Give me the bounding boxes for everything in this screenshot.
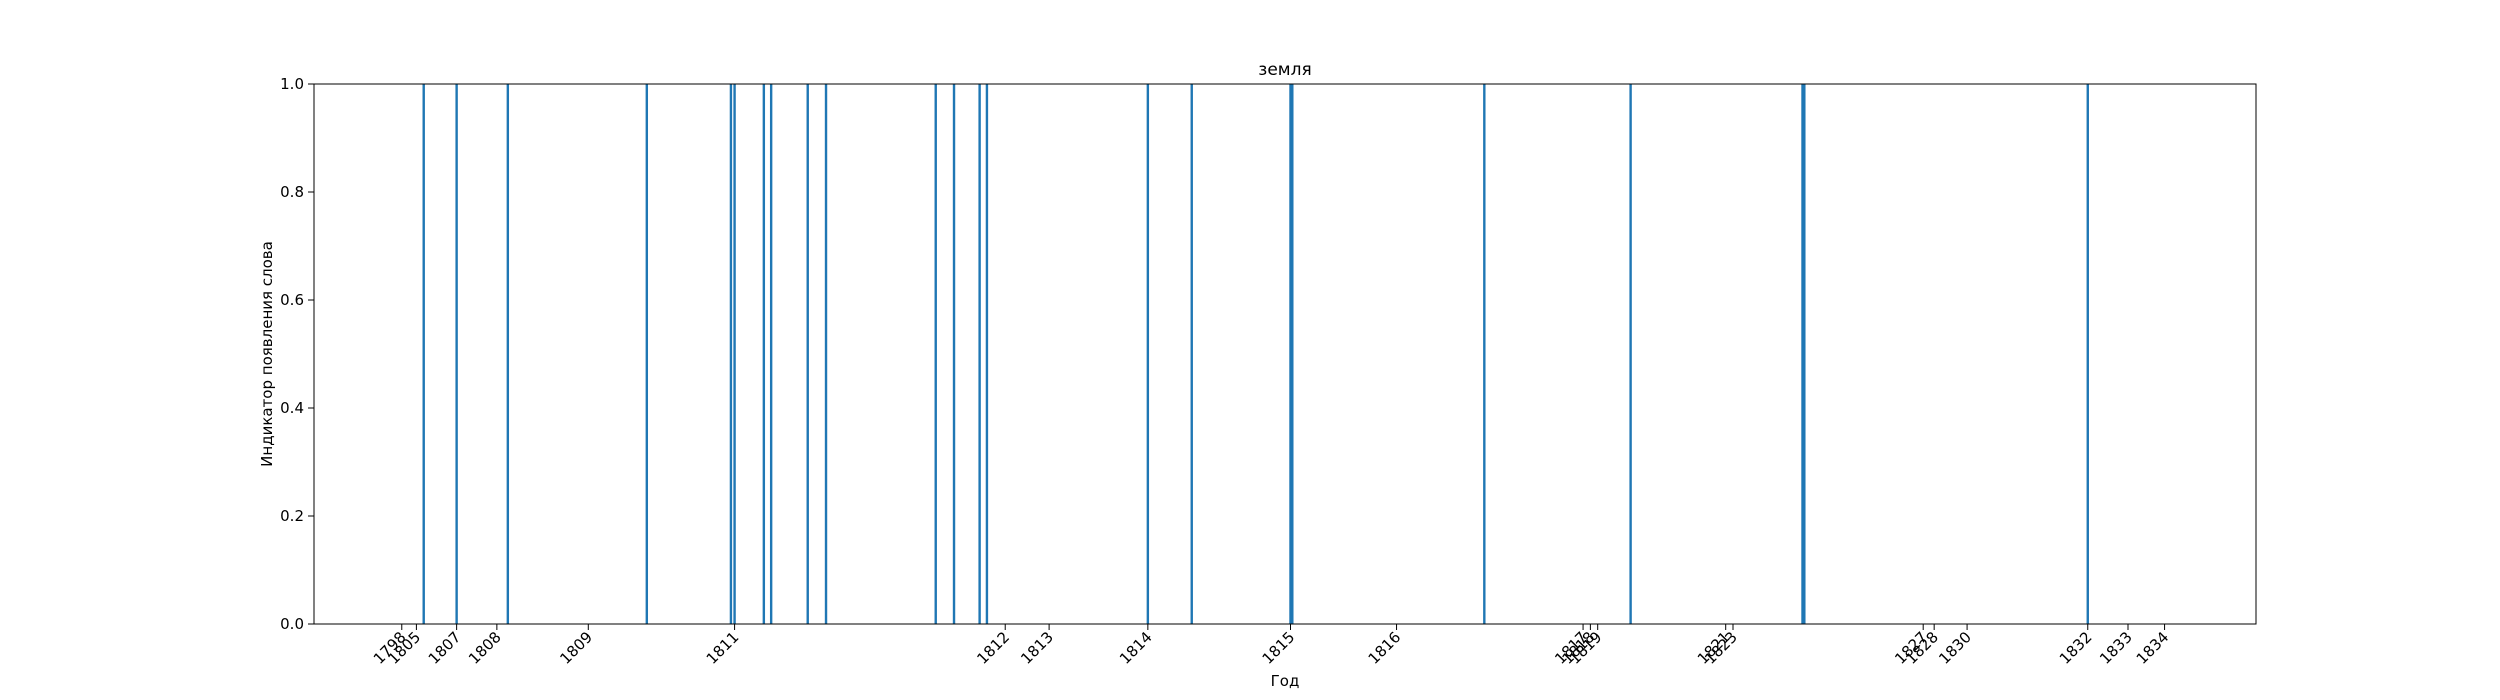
y-tick-label: 0.6 [280, 291, 304, 309]
bar [506, 84, 510, 624]
bar [1803, 84, 1806, 624]
bar [733, 84, 736, 624]
bar [1190, 84, 1193, 624]
y-tick-label: 0.0 [280, 615, 304, 633]
bar [1291, 84, 1294, 624]
bar [806, 84, 809, 624]
y-axis-ticks: 0.0 0.2 0.4 0.6 0.8 1.0 [280, 75, 314, 633]
bars-group [422, 84, 2089, 624]
bar [1289, 84, 1292, 624]
y-tick-label: 0.4 [280, 399, 304, 417]
bar [978, 84, 981, 624]
bar [422, 84, 425, 624]
axes-frame [313, 83, 2257, 625]
bar [455, 84, 458, 624]
bar [934, 84, 937, 624]
bar [824, 84, 828, 624]
bar [1801, 84, 1804, 624]
x-axis-label: Год [1271, 672, 1300, 690]
bar [645, 84, 649, 624]
bar [2086, 84, 2089, 624]
y-tick-label: 1.0 [280, 75, 304, 93]
bar [1146, 84, 1150, 624]
bar [762, 84, 766, 624]
bar [952, 84, 956, 624]
y-tick-label: 0.2 [280, 507, 304, 525]
y-tick-label: 0.8 [280, 183, 304, 201]
bar [1483, 84, 1486, 624]
bar [769, 84, 773, 624]
bar [985, 84, 989, 624]
y-axis-label: Индикатор появления слова [258, 241, 276, 467]
bar [729, 84, 733, 624]
bar [1629, 84, 1632, 624]
chart-title: земля [1258, 60, 1311, 80]
